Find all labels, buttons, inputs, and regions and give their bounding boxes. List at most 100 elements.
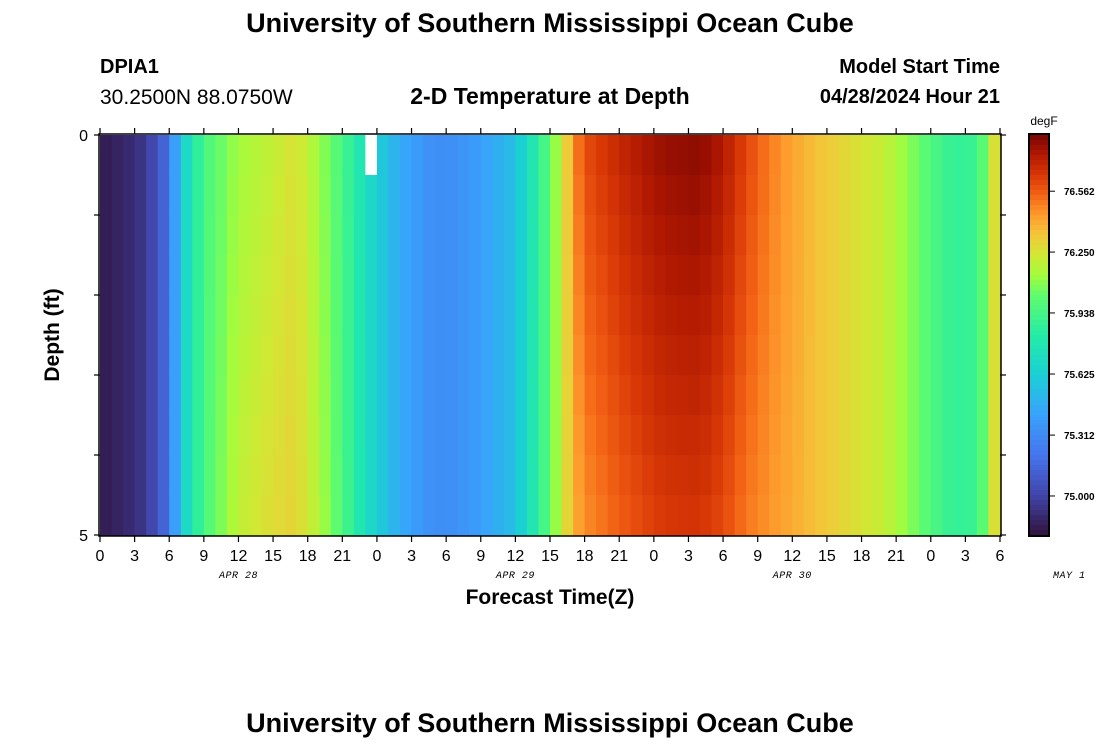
- heat-cell: [988, 215, 1001, 256]
- heat-cell: [723, 255, 736, 296]
- heat-cell: [192, 495, 205, 536]
- heat-cell: [526, 495, 540, 536]
- heat-cell: [769, 495, 782, 536]
- heat-cell: [619, 175, 632, 216]
- heat-cell: [757, 335, 770, 376]
- x-tick-label: 18: [853, 548, 871, 565]
- heat-cell: [596, 335, 609, 376]
- heat-cell: [676, 375, 690, 416]
- heat-cell: [250, 295, 263, 336]
- heat-cell: [930, 375, 943, 416]
- heat-cell: [619, 415, 632, 456]
- heat-cell: [319, 495, 332, 536]
- heat-cell: [734, 215, 747, 256]
- colorbar-segment: [1030, 435, 1048, 441]
- heat-cell: [296, 295, 309, 336]
- heat-cell: [653, 415, 666, 456]
- heat-cell: [492, 175, 505, 216]
- heat-cell: [815, 415, 828, 456]
- heat-cell: [353, 375, 366, 416]
- heat-cell: [792, 295, 805, 336]
- model-start-label: Model Start Time: [839, 56, 1000, 78]
- colorbar-segment: [1030, 290, 1048, 296]
- colorbar-segment: [1030, 190, 1048, 196]
- heat-cell: [734, 455, 747, 496]
- heat-cell: [630, 335, 643, 376]
- heat-cell: [376, 375, 390, 416]
- heat-cell: [561, 415, 574, 456]
- heat-cell: [907, 135, 920, 176]
- heat-cell: [169, 415, 182, 456]
- heat-cell: [492, 135, 505, 176]
- colorbar-segment: [1030, 325, 1048, 331]
- heat-cell: [100, 375, 113, 416]
- heat-cell: [400, 135, 413, 176]
- colorbar-segment: [1030, 305, 1048, 311]
- heat-cell: [607, 215, 620, 256]
- heat-cell: [261, 495, 274, 536]
- heat-cell: [780, 295, 793, 336]
- heat-cell: [388, 455, 401, 496]
- colorbar-segment: [1030, 365, 1048, 371]
- heat-cell: [619, 455, 632, 496]
- heat-cell: [734, 335, 747, 376]
- heat-cell: [411, 495, 424, 536]
- heat-cell: [896, 375, 909, 416]
- heat-cell: [307, 135, 320, 176]
- heat-cell: [965, 415, 978, 456]
- heat-cell: [515, 375, 528, 416]
- x-tick-label: 3: [961, 548, 970, 565]
- heat-cell: [826, 455, 840, 496]
- heat-cell: [261, 415, 274, 456]
- heat-cell: [584, 335, 597, 376]
- heat-cell: [434, 135, 447, 176]
- heat-cell: [273, 255, 286, 296]
- heat-cell: [388, 135, 401, 176]
- heat-cell: [573, 295, 586, 336]
- heat-cell: [203, 335, 216, 376]
- heat-cell: [757, 295, 770, 336]
- heat-cell: [630, 455, 643, 496]
- heat-cell: [169, 135, 182, 176]
- heat-cell: [469, 455, 482, 496]
- station-id: DPIA1: [100, 56, 159, 78]
- heat-cell: [976, 335, 990, 376]
- colorbar-segment: [1030, 140, 1048, 146]
- colorbar-segment: [1030, 255, 1048, 261]
- heat-cell: [238, 295, 251, 336]
- heat-cell: [538, 335, 551, 376]
- heat-cell: [711, 415, 724, 456]
- heatmap-cells: [100, 135, 1001, 536]
- colorbar-segment: [1030, 415, 1048, 421]
- heat-cell: [342, 495, 355, 536]
- heat-cell: [526, 255, 540, 296]
- heat-cell: [873, 415, 886, 456]
- colorbar-segment: [1030, 335, 1048, 341]
- heat-cell: [769, 295, 782, 336]
- heat-cell: [584, 415, 597, 456]
- heat-cell: [503, 335, 516, 376]
- heat-cell: [653, 495, 666, 536]
- heat-cell: [757, 415, 770, 456]
- heat-cell: [192, 375, 205, 416]
- colorbar-segment: [1030, 135, 1048, 141]
- heat-cell: [550, 135, 563, 176]
- heat-cell: [469, 335, 482, 376]
- station-coordinates: 30.2500N 88.0750W: [100, 86, 293, 109]
- heat-cell: [111, 415, 124, 456]
- heat-cell: [573, 255, 586, 296]
- heat-cell: [711, 455, 724, 496]
- heat-cell: [215, 215, 228, 256]
- heat-cell: [503, 415, 516, 456]
- heat-cell: [734, 495, 747, 536]
- colorbar-segment: [1030, 410, 1048, 416]
- heat-cell: [676, 215, 690, 256]
- heat-cell: [273, 215, 286, 256]
- heat-cell: [100, 415, 113, 456]
- heat-cell: [607, 175, 620, 216]
- heat-cell: [134, 215, 147, 256]
- heat-cell: [757, 495, 770, 536]
- colorbar-ticks: 75.000 75.312 75.625 75.938 76.250 76.562: [1049, 187, 1095, 503]
- heat-cell: [100, 455, 113, 496]
- heat-cell: [446, 335, 459, 376]
